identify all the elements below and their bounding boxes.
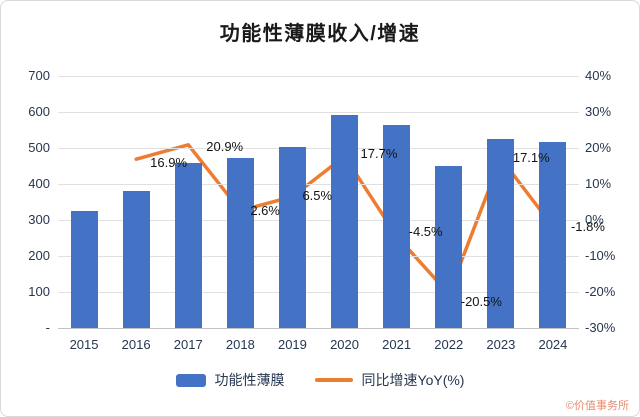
left-axis-tick: 500 bbox=[28, 140, 50, 155]
x-axis-label-2021: 2021 bbox=[382, 337, 412, 352]
bar-series-swatch bbox=[175, 373, 206, 387]
x-axis-label-2019: 2019 bbox=[277, 337, 307, 352]
line-data-label-2018: 2.6% bbox=[250, 202, 280, 218]
line-data-label-2020: 17.7% bbox=[360, 146, 398, 162]
gridline bbox=[58, 184, 579, 185]
bar-2016 bbox=[122, 191, 150, 328]
line-data-label-2017: 20.9% bbox=[206, 138, 244, 154]
gridline bbox=[58, 76, 579, 77]
right-axis-tick: -10% bbox=[585, 248, 616, 263]
line-series-swatch bbox=[314, 378, 353, 382]
left-axis-tick: - bbox=[45, 320, 50, 335]
right-axis-tick: -20% bbox=[585, 284, 616, 299]
right-axis-tick: 0% bbox=[585, 212, 604, 227]
bar-2024 bbox=[539, 142, 567, 328]
bar-2020 bbox=[331, 115, 359, 328]
watermark: ©价值事务所 bbox=[565, 400, 629, 412]
right-axis-tick: 10% bbox=[585, 176, 612, 191]
x-axis-label-2020: 2020 bbox=[330, 337, 359, 352]
left-axis-tick: 700 bbox=[28, 68, 50, 83]
gridline bbox=[58, 256, 579, 257]
bar-2023 bbox=[487, 139, 515, 328]
left-axis-tick: 300 bbox=[28, 212, 50, 227]
line-data-label-2019: 6.5% bbox=[302, 187, 333, 203]
x-axis-label-2024: 2024 bbox=[538, 337, 568, 352]
bar-2015 bbox=[70, 211, 98, 328]
left-axis-tick: 200 bbox=[28, 248, 50, 263]
line-data-label-2024: -1.8% bbox=[570, 219, 605, 235]
line-data-label-2023: 17.1% bbox=[512, 150, 550, 166]
bar-2021 bbox=[383, 124, 411, 328]
line-data-label-2022: -20.5% bbox=[460, 293, 502, 309]
left-axis-tick: 100 bbox=[28, 284, 50, 299]
bar-2022 bbox=[435, 166, 463, 328]
plot-area: 16.9% 20.9% 2.6% 6.5% 17.7% -4.5% -20.5% 17.1% -… bbox=[58, 76, 605, 329]
x-axis-label-2018: 2018 bbox=[225, 337, 255, 352]
gridline bbox=[58, 292, 579, 293]
legend-item-line: 同比增速YoY(%) bbox=[314, 370, 465, 390]
left-axis-tick: 400 bbox=[28, 176, 50, 191]
right-axis-tick: 30% bbox=[585, 104, 612, 119]
gridline bbox=[58, 148, 579, 149]
bar-2017 bbox=[174, 162, 202, 328]
line-data-label-2021: -4.5% bbox=[408, 224, 443, 240]
gridline bbox=[58, 328, 579, 329]
bar-2018 bbox=[226, 158, 254, 328]
line-data-label-2016: 16.9% bbox=[150, 155, 188, 171]
chart-title: 功能性薄膜收入/增速 bbox=[219, 23, 421, 45]
left-axis-tick: 600 bbox=[28, 104, 50, 119]
right-axis-tick: 20% bbox=[585, 140, 612, 155]
x-axis-label-2023: 2023 bbox=[486, 337, 516, 352]
legend: 功能性薄膜 同比增速YoY(%) bbox=[1, 370, 639, 390]
x-axis-label-2015: 2015 bbox=[69, 337, 99, 352]
right-axis-tick: 40% bbox=[585, 68, 612, 83]
bar-2019 bbox=[278, 147, 306, 328]
right-axis-tick: -30% bbox=[585, 320, 616, 335]
legend-line-label: 同比增速YoY(%) bbox=[361, 372, 465, 388]
x-axis-label-2022: 2022 bbox=[434, 337, 464, 352]
legend-bar-label: 功能性薄膜 bbox=[214, 372, 285, 388]
gridline bbox=[58, 220, 579, 221]
x-axis-label-2016: 2016 bbox=[121, 337, 151, 352]
legend-item-bar: 功能性薄膜 bbox=[175, 370, 285, 390]
x-axis-label-2017: 2017 bbox=[173, 337, 203, 352]
gridline bbox=[58, 112, 579, 113]
